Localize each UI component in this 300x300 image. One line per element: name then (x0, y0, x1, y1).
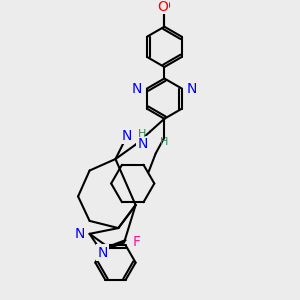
Text: H: H (160, 137, 168, 147)
Text: H: H (138, 130, 146, 140)
Text: N: N (131, 82, 142, 96)
Text: F: F (133, 235, 141, 249)
Text: N: N (97, 245, 108, 260)
Text: O: O (158, 0, 168, 14)
Text: N: N (131, 82, 142, 96)
Text: O: O (159, 0, 170, 13)
Text: N: N (137, 137, 148, 151)
Text: N: N (122, 129, 132, 143)
Text: N: N (187, 82, 197, 96)
Text: N: N (75, 227, 85, 241)
Text: N: N (187, 82, 197, 96)
